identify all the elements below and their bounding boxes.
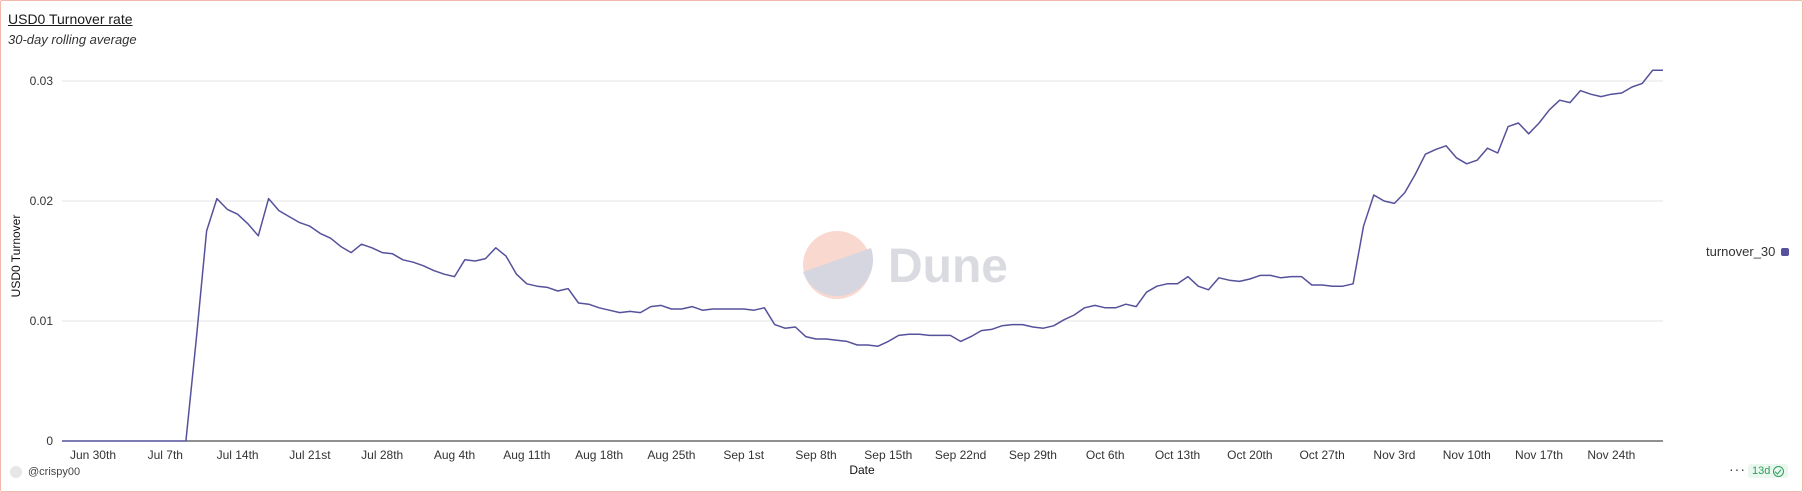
legend[interactable]: turnover_30 [1706, 244, 1790, 259]
legend-swatch [1781, 247, 1790, 256]
x-tick-label: Sep 29th [1009, 448, 1057, 462]
x-tick-label: Oct 6th [1086, 448, 1125, 462]
more-options-button[interactable]: ··· [1729, 461, 1746, 477]
x-tick-label: Aug 25th [647, 448, 695, 462]
x-tick-label: Oct 27th [1299, 448, 1344, 462]
x-tick-label: Nov 10th [1443, 448, 1491, 462]
x-tick-label: Sep 15th [864, 448, 912, 462]
avatar [10, 466, 22, 478]
x-tick-label: Sep 1st [723, 448, 764, 462]
series-line-turnover_30[interactable] [62, 69, 1663, 442]
x-tick-label: Aug 11th [503, 448, 550, 462]
x-tick-label: Jul 7th [148, 448, 183, 462]
x-tick-label: Sep 22nd [935, 448, 986, 462]
author-username: @crispy00 [28, 466, 81, 478]
x-tick-label: Aug 4th [434, 448, 475, 462]
x-tick-label: Jun 30th [70, 448, 116, 462]
x-tick-label: Nov 3rd [1373, 448, 1415, 462]
legend-label-turnover_30: turnover_30 [1706, 244, 1776, 259]
x-axis-title: Date [849, 463, 875, 477]
y-tick-label: 0.02 [30, 194, 54, 208]
watermark-logo-shade [803, 248, 874, 297]
x-tick-label: Jul 14th [217, 448, 259, 462]
y-axis-title: USD0 Turnover [9, 215, 23, 298]
x-tick-label: Nov 24th [1587, 448, 1635, 462]
x-tick-label: Jul 21st [289, 448, 331, 462]
y-axis-ticks: 0 0.01 0.02 0.03 [30, 74, 54, 448]
x-tick-label: Aug 18th [575, 448, 623, 462]
y-tick-label: 0 [46, 434, 53, 448]
author-credit[interactable]: @crispy00 [10, 466, 80, 478]
x-axis-ticks: Jun 30th Jul 7th Jul 14th Jul 21st Jul 28th A… [70, 448, 1635, 462]
x-tick-label: Oct 20th [1227, 448, 1272, 462]
x-tick-label: Sep 8th [795, 448, 836, 462]
x-tick-label: Oct 13th [1155, 448, 1200, 462]
refresh-age-badge[interactable]: 13d [1748, 464, 1789, 478]
y-tick-label: 0.03 [30, 74, 54, 88]
chart-subtitle: 30-day rolling average [8, 32, 137, 47]
x-tick-label: Nov 17th [1515, 448, 1563, 462]
x-tick-label: Jul 28th [361, 448, 403, 462]
refresh-age-text: 13d [1752, 465, 1771, 477]
watermark-text: Dune [888, 240, 1008, 293]
dune-watermark: Dune [803, 231, 1008, 299]
y-tick-label: 0.01 [30, 314, 54, 328]
chart-title[interactable]: USD0 Turnover rate [8, 11, 133, 27]
check-circle-icon [1773, 465, 1785, 477]
